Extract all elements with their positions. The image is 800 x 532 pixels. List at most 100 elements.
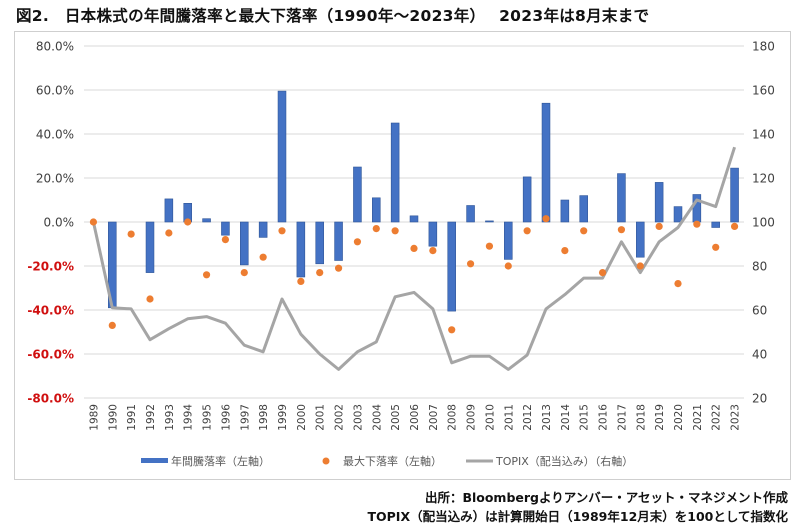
y-right-tick-label: 60 <box>752 304 767 318</box>
drawdown-dot-2001 <box>316 269 324 277</box>
drawdown-dot-2010 <box>485 242 494 250</box>
bar-2003 <box>353 166 362 223</box>
y-left-tick-label: 20.0% <box>36 172 74 186</box>
chart-title: 図2. 日本株式の年間騰落率と最大下落率（1990年～2023年） 2023年は… <box>16 7 650 25</box>
drawdown-dot-1989 <box>89 218 98 226</box>
legend-line-label: TOPIX（配当込み）（右軸） <box>495 454 633 468</box>
drawdown-dot-2003 <box>353 238 362 246</box>
legend-bar-label: 年間騰落率（左軸） <box>171 454 270 468</box>
y-left-tick-label: 0.0% <box>44 216 75 230</box>
bar-2022 <box>711 221 720 228</box>
x-tick-label: 1997 <box>239 404 251 431</box>
x-tick-label: 2010 <box>484 404 496 431</box>
x-tick-label: 2015 <box>579 404 591 431</box>
y-right-tick-label: 80 <box>752 260 767 274</box>
bar-2000 <box>296 221 306 278</box>
bar-2009 <box>466 205 475 223</box>
x-tick-label: 2011 <box>503 404 515 431</box>
x-tick-label: 2005 <box>390 404 402 431</box>
drawdown-dot-2023 <box>730 222 739 230</box>
drawdown-dot-1992 <box>146 295 154 303</box>
bar-2001 <box>315 221 324 265</box>
x-tick-label: 1995 <box>202 404 214 431</box>
x-tick-label: 2006 <box>409 404 421 431</box>
y-right-tick-label: 160 <box>752 84 775 98</box>
drawdown-dot-1995 <box>202 271 211 279</box>
drawdown-dot-1997 <box>240 269 248 277</box>
bar-1996 <box>221 221 230 236</box>
drawdown-dot-2014 <box>561 247 569 255</box>
drawdown-dot-2017 <box>617 226 626 234</box>
chart-svg: 80.0% 60.0% 40.0% 20.0% 0.0% -20.0% -40.0% -60.… <box>27 40 775 469</box>
x-tick-label: 2012 <box>522 404 534 431</box>
bar-1992 <box>145 221 155 273</box>
line-series <box>91 146 737 371</box>
drawdown-dot-2018 <box>636 262 644 270</box>
y-left-tick-label: 60.0% <box>36 84 74 98</box>
y-axis-right: 180 160 140 120 100 80 60 40 20 <box>752 40 775 406</box>
x-axis: 1989 1990 1991 1992 1993 1994 1995 1996 1997 1998… <box>88 404 741 431</box>
x-tick-label: 2017 <box>616 404 628 431</box>
bar-2017 <box>617 173 626 223</box>
drawdown-dot-2012 <box>523 227 531 235</box>
drawdown-dot-2011 <box>504 262 512 270</box>
drawdown-dot-2021 <box>693 220 701 228</box>
y-left-tick-label: 80.0% <box>36 40 74 54</box>
x-tick-label: 2008 <box>447 404 459 431</box>
x-tick-label: 2009 <box>466 404 478 431</box>
bar-2015 <box>579 195 588 223</box>
bar-2018 <box>636 221 645 258</box>
bar-2008 <box>447 221 456 312</box>
bar-2004 <box>372 197 381 223</box>
y-right-tick-label: 100 <box>752 216 775 230</box>
x-tick-label: 2018 <box>635 404 647 431</box>
drawdown-dot-2022 <box>712 243 720 251</box>
bar-2006 <box>409 215 419 223</box>
y-right-tick-label: 120 <box>752 172 775 186</box>
bar-1998 <box>258 221 268 238</box>
legend-dot-swatch <box>322 457 330 465</box>
bar-1993 <box>164 198 174 223</box>
scatter-series <box>89 215 739 334</box>
x-tick-label: 2013 <box>541 404 553 431</box>
bar-2023 <box>730 167 739 223</box>
y-left-tick-label: -80.0% <box>27 392 74 406</box>
legend-dot-label: 最大下落率（左軸） <box>343 454 442 468</box>
y-left-tick-label: -40.0% <box>27 304 74 318</box>
drawdown-dot-1999 <box>278 227 286 235</box>
x-tick-label: 2002 <box>334 404 346 431</box>
drawdown-dot-2009 <box>466 260 475 268</box>
legend-bar-swatch <box>141 458 168 463</box>
y-axis-left: 80.0% 60.0% 40.0% 20.0% 0.0% -20.0% -40.0% -60.… <box>27 40 74 406</box>
drawdown-dot-2004 <box>372 225 380 233</box>
x-tick-label: 2001 <box>315 404 327 431</box>
bar-2011 <box>504 221 513 260</box>
bar-2019 <box>654 182 664 223</box>
x-tick-label: 1999 <box>277 404 289 431</box>
drawdown-dot-2005 <box>391 227 399 235</box>
drawdown-dot-2016 <box>598 269 607 277</box>
drawdown-dot-1993 <box>165 229 173 237</box>
drawdown-dot-2000 <box>297 277 305 285</box>
bar-2005 <box>390 122 400 223</box>
topix-line <box>91 146 737 371</box>
y-right-tick-label: 180 <box>752 40 775 54</box>
x-tick-label: 1993 <box>164 404 176 431</box>
drawdown-dot-2020 <box>674 280 682 288</box>
x-tick-label: 2007 <box>428 404 440 431</box>
bar-2020 <box>673 206 683 223</box>
chart-frame <box>14 31 791 480</box>
bar-1995 <box>202 218 211 223</box>
drawdown-dot-2013 <box>542 215 550 223</box>
x-tick-label: 2023 <box>730 404 742 431</box>
bar-1999 <box>277 90 287 223</box>
drawdown-dot-1994 <box>184 218 192 226</box>
bar-2007 <box>428 221 438 247</box>
x-tick-label: 1990 <box>107 404 119 431</box>
bar-2013 <box>541 102 551 223</box>
x-tick-label: 1992 <box>145 404 157 431</box>
x-tick-label: 2004 <box>371 404 383 431</box>
y-right-tick-label: 20 <box>752 392 767 406</box>
y-right-tick-label: 140 <box>752 128 775 142</box>
drawdown-dot-1996 <box>221 236 230 244</box>
